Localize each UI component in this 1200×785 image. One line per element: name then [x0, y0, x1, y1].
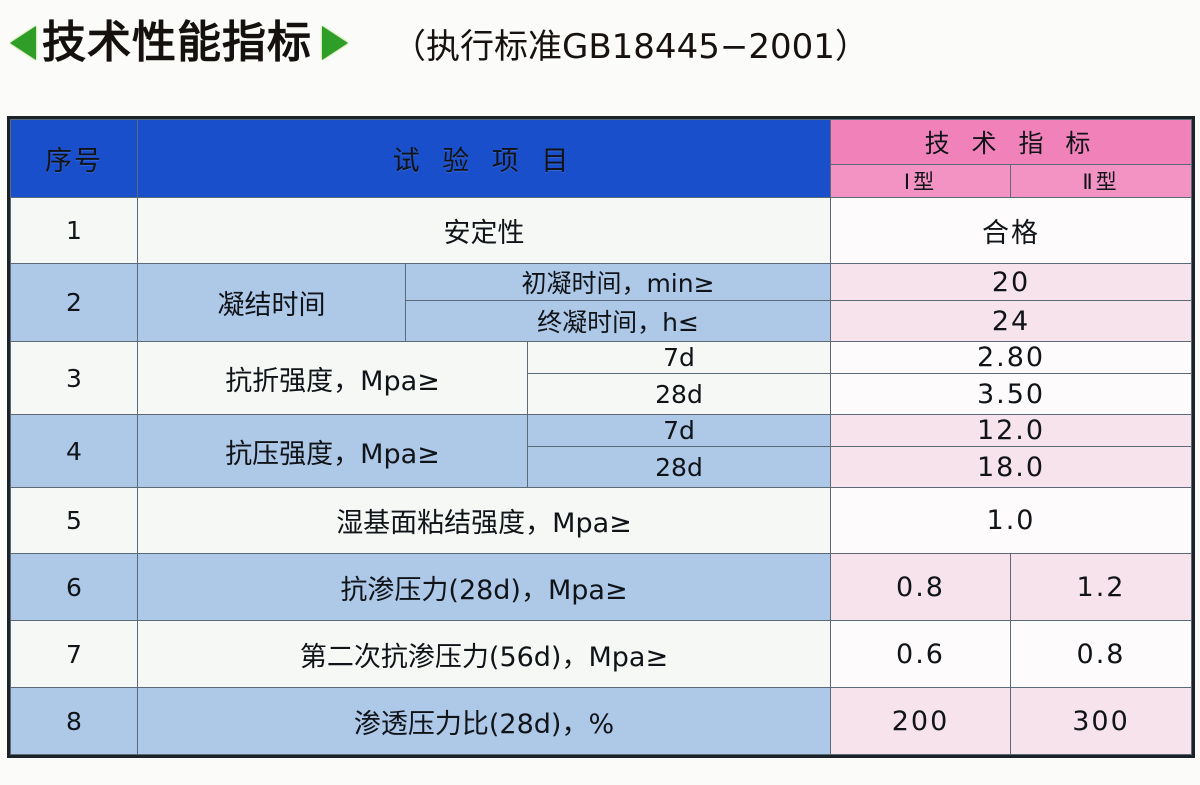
table-body: 1 安定性 合格 2 凝结时间 初凝时间，min≥ 20 终凝时间，h≤ 2 4 … [10, 197, 1192, 755]
row-item: 安定性 [137, 197, 831, 264]
row-subitem: 初凝时间，min≥ [405, 263, 831, 301]
table-row: 1 安定性 合格 [10, 197, 1192, 264]
header-row-main: 序号 试 验 项 目 技 术 指 标 [10, 119, 1192, 198]
row-index: 6 [10, 553, 138, 621]
column-header-type2: Ⅱ型 [1010, 164, 1192, 198]
row-index: 8 [10, 687, 138, 755]
row-index: 4 [10, 414, 138, 488]
standard-reference: （执行标准GB18445−2001） [392, 26, 869, 67]
row-item: 第二次抗渗压力(56d)，Mpa≥ [137, 620, 831, 688]
table-row: 28d 18.0 [11, 446, 1192, 488]
column-header-item: 试 验 项 目 [137, 119, 831, 198]
row-item: 抗压强度，Mpa≥ [137, 414, 528, 488]
row-value-type2: 0.8 [1010, 620, 1192, 688]
row-value-type1: 200 [830, 687, 1011, 755]
table-row: 5 湿基面粘结强度，Mpa≥ 1.0 [10, 487, 1192, 554]
row-value-merged: 3.50 [830, 373, 1192, 415]
header-row-sub: Ⅰ型 Ⅱ型 [11, 164, 1192, 198]
column-header-index: 序号 [10, 119, 138, 198]
row-index: 7 [10, 620, 138, 688]
table-row: 4 抗压强度，Mpa≥ 7d 12.0 [10, 414, 1192, 488]
row-value-merged: 20 [830, 263, 1192, 301]
row-value-merged: 合格 [830, 197, 1192, 264]
row-item: 湿基面粘结强度，Mpa≥ [137, 487, 831, 554]
row-item: 抗折强度，Mpa≥ [137, 341, 528, 415]
row-subitem: 7d [527, 341, 831, 374]
row-value-type1: 0.8 [830, 553, 1011, 621]
table-row: 8 渗透压力比(28d)，% 200 300 [10, 687, 1192, 755]
column-header-spec: 技 术 指 标 [830, 119, 1192, 165]
row-subitem: 终凝时间，h≤ [405, 300, 831, 342]
technical-specification-table: 序号 试 验 项 目 技 术 指 标 Ⅰ型 Ⅱ型 1 安定性 合格 2 凝结时间… [7, 116, 1195, 758]
row-index: 2 [10, 263, 138, 342]
row-value-merged: 1.0 [830, 487, 1192, 554]
row-index: 1 [10, 197, 138, 264]
page-title-bar: 技术性能指标 （执行标准GB18445−2001） [8, 10, 1192, 76]
row-item: 抗渗压力(28d)，Mpa≥ [137, 553, 831, 621]
row-value-type1: 0.6 [830, 620, 1011, 688]
row-index: 5 [10, 487, 138, 554]
table-head: 序号 试 验 项 目 技 术 指 标 Ⅰ型 Ⅱ型 [10, 119, 1192, 198]
row-subitem: 28d [527, 446, 831, 488]
row-subitem: 28d [527, 373, 831, 415]
row-item: 渗透压力比(28d)，% [137, 687, 831, 755]
column-header-type1: Ⅰ型 [830, 164, 1011, 198]
page-title: 技术性能指标 [42, 17, 312, 68]
table-row: 28d 3.50 [11, 373, 1192, 415]
row-value-merged: 24 [830, 300, 1192, 342]
row-item: 凝结时间 [137, 263, 406, 342]
row-value-merged: 2.80 [830, 341, 1192, 374]
row-subitem: 7d [527, 414, 831, 447]
row-value-type2: 1.2 [1010, 553, 1192, 621]
row-value-type2: 300 [1010, 687, 1192, 755]
row-index: 3 [10, 341, 138, 415]
row-value-merged: 12.0 [830, 414, 1192, 447]
table-row: 7 第二次抗渗压力(56d)，Mpa≥ 0.6 0.8 [10, 620, 1192, 688]
table-row: 6 抗渗压力(28d)，Mpa≥ 0.8 1.2 [10, 553, 1192, 621]
right-triangle-icon [322, 26, 348, 60]
left-triangle-icon [10, 26, 36, 60]
table-row: 3 抗折强度，Mpa≥ 7d 2.80 [10, 341, 1192, 415]
row-value-merged: 18.0 [830, 446, 1192, 488]
table-row: 2 凝结时间 初凝时间，min≥ 20 [10, 263, 1192, 342]
